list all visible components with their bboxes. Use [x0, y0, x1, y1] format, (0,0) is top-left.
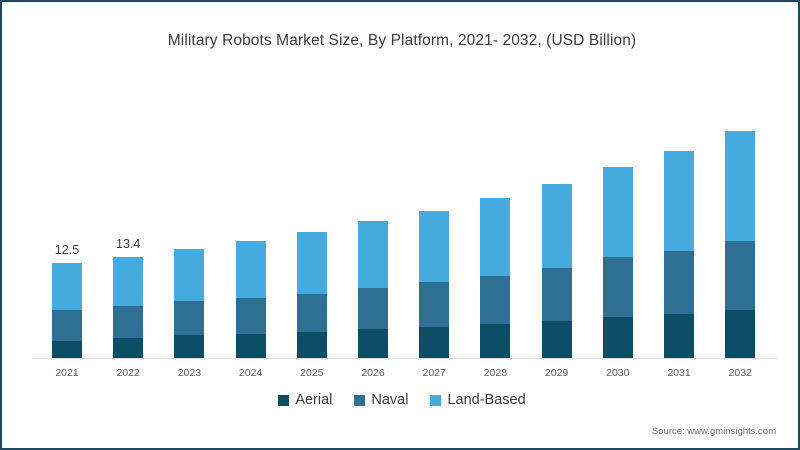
bar-column	[296, 231, 327, 358]
x-axis-line	[32, 358, 777, 359]
bar-segment-land-based	[419, 210, 450, 283]
x-tick-label: 2022	[116, 367, 140, 379]
bar-segment-naval	[419, 282, 450, 327]
x-tick-label: 2023	[177, 367, 202, 379]
bar-segment-naval	[174, 301, 205, 336]
x-tick-label: 2029	[544, 367, 569, 379]
bar-segment-land-based	[725, 131, 756, 241]
bar-segment-naval	[541, 268, 572, 321]
x-tick-label: 2024	[238, 367, 263, 379]
bar-column	[480, 197, 511, 358]
bar-segment-land-based	[358, 221, 388, 289]
bar-column	[419, 210, 450, 358]
bar-segment-land-based	[113, 256, 144, 306]
source-attribution: Source: www.gminsights.com	[651, 426, 776, 437]
bar-column	[174, 249, 205, 358]
bar-segment-aerial	[358, 329, 388, 358]
x-tick-label: 2031	[667, 367, 691, 379]
x-tick-label: 2027	[422, 367, 446, 379]
bar-segment-land-based	[664, 150, 694, 252]
legend-swatch-icon	[278, 394, 290, 406]
legend-label: Land-Based	[447, 392, 526, 408]
bar-segment-aerial	[419, 327, 450, 358]
chart-legend: Aerial Naval Land-Based	[2, 392, 798, 408]
bar-value-label: 13.4	[116, 236, 141, 251]
bar-segment-naval	[296, 293, 327, 332]
x-tick-label: 2026	[361, 367, 385, 379]
bar-segment-aerial	[296, 331, 327, 358]
bar-segment-aerial	[235, 333, 266, 358]
legend-label: Aerial	[295, 392, 333, 408]
bar-segment-aerial	[113, 337, 144, 358]
bar-segment-naval	[235, 298, 266, 334]
x-tick-label: 2028	[483, 367, 508, 379]
chart-title: Military Robots Market Size, By Platform…	[167, 32, 637, 49]
bar-segment-naval	[52, 310, 82, 341]
bar-column	[52, 263, 82, 358]
bar-segment-aerial	[541, 320, 572, 358]
bar-segment-naval	[480, 275, 511, 324]
x-tick-label: 2025	[300, 367, 324, 379]
bar-segment-naval	[725, 240, 756, 310]
legend-label: Naval	[371, 392, 409, 408]
bar-column	[358, 221, 388, 358]
bar-segment-aerial	[480, 323, 511, 358]
bar-column	[664, 150, 694, 358]
bar-segment-land-based	[602, 166, 633, 257]
bar-segment-naval	[113, 305, 144, 338]
bar-segment-aerial	[725, 309, 756, 358]
bar-segment-naval	[664, 251, 694, 315]
x-tick-label: 2030	[606, 367, 630, 379]
bar-segment-aerial	[602, 317, 633, 358]
bar-column	[602, 166, 633, 358]
legend-item-naval[interactable]: Naval	[354, 392, 408, 408]
bar-segment-land-based	[52, 263, 82, 311]
bar-column	[725, 131, 756, 358]
bar-column	[541, 184, 572, 358]
legend-swatch-icon	[354, 394, 366, 406]
bar-segment-land-based	[480, 197, 511, 276]
x-tick-label: 2021	[55, 367, 79, 379]
bar-column	[113, 256, 144, 358]
bar-segment-aerial	[174, 335, 205, 358]
bar-segment-land-based	[235, 240, 266, 299]
bar-value-label: 12.5	[54, 243, 80, 258]
bar-segment-land-based	[174, 249, 205, 302]
bar-segment-naval	[602, 256, 633, 318]
bar-segment-aerial	[52, 340, 82, 358]
bar-segment-land-based	[296, 231, 327, 294]
bar-segment-naval	[358, 288, 388, 330]
x-tick-label: 2032	[728, 367, 752, 379]
bar-segment-land-based	[541, 184, 572, 269]
legend-item-aerial[interactable]: Aerial	[278, 392, 332, 408]
legend-swatch-icon	[430, 394, 442, 406]
bar-segment-aerial	[664, 314, 694, 358]
bar-column	[235, 240, 266, 358]
legend-item-land-based[interactable]: Land-Based	[430, 392, 526, 408]
